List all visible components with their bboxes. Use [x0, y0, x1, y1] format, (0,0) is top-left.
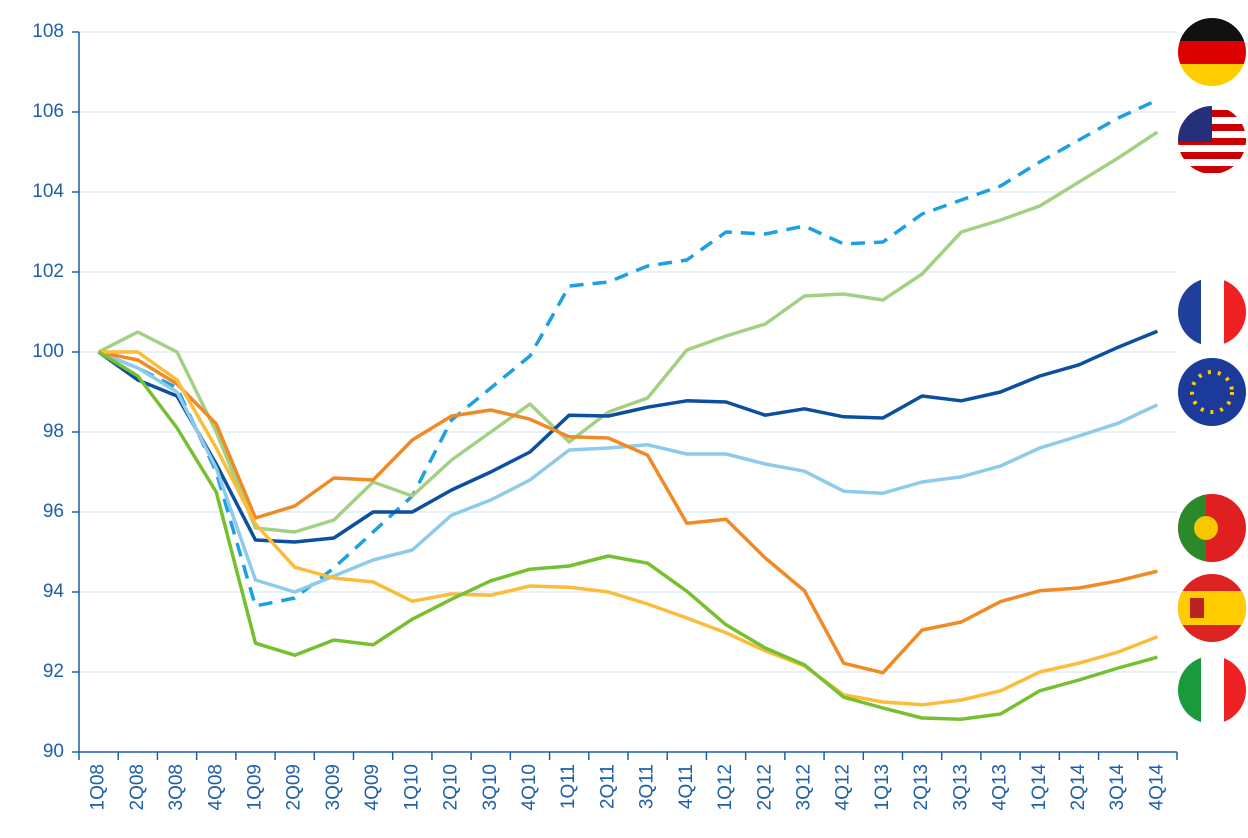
- series-line: [97, 329, 1159, 544]
- series-line: [97, 130, 1159, 534]
- x-tick-label: 4Q08: [205, 764, 226, 810]
- x-tick-label: 1Q12: [715, 764, 736, 810]
- x-tick-label: 3Q11: [637, 764, 658, 809]
- x-tick-label: 2Q14: [1068, 764, 1089, 811]
- x-tick-label: 4Q11: [676, 764, 697, 809]
- x-tick-label: 1Q13: [872, 764, 893, 810]
- series-line: [98, 350, 1159, 707]
- y-tick-label: 96: [43, 501, 64, 522]
- x-tick-label: 3Q09: [323, 764, 344, 810]
- x-tick-label: 1Q11: [558, 764, 579, 809]
- x-tick-label: 3Q10: [480, 764, 501, 810]
- flag: [1178, 358, 1246, 426]
- x-tick-label: 4Q12: [833, 764, 854, 810]
- series-line: [97, 350, 1158, 721]
- y-tick-label: 106: [32, 101, 64, 122]
- y-tick-label: 108: [32, 21, 64, 42]
- series-line: [97, 350, 1159, 594]
- x-tick-label: 1Q10: [401, 764, 422, 810]
- y-tick-label: 102: [32, 261, 64, 282]
- flag: [1178, 106, 1246, 174]
- x-tick-label: 3Q12: [793, 764, 814, 810]
- x-tick-label: 2Q12: [754, 764, 775, 810]
- flags: [1178, 18, 1246, 724]
- x-tick-label: 4Q10: [519, 764, 540, 810]
- y-tick-label: 104: [32, 181, 64, 202]
- x-tick-label: 4Q09: [362, 764, 383, 810]
- x-tick-label: 1Q08: [88, 764, 109, 810]
- flag: [1178, 574, 1246, 642]
- series-line: [97, 98, 1159, 608]
- y-tick-label: 94: [43, 581, 65, 602]
- flag: [1178, 278, 1246, 346]
- flag: [1178, 494, 1246, 562]
- y-tick-label: 98: [43, 421, 64, 442]
- x-tick-label: 3Q14: [1107, 764, 1128, 811]
- x-tick-label: 2Q10: [441, 764, 462, 810]
- x-tick-label: 2Q08: [127, 764, 148, 810]
- flag: [1178, 18, 1246, 86]
- flag: [1178, 656, 1246, 724]
- y-tick-label: 90: [43, 741, 64, 762]
- x-tick-label: 1Q09: [244, 764, 265, 810]
- x-tick-label: 2Q09: [284, 764, 305, 810]
- x-tick-label: 2Q11: [597, 764, 618, 809]
- x-tick-label: 4Q13: [990, 764, 1011, 810]
- x-tick-label: 3Q08: [166, 764, 187, 810]
- series-line: [98, 350, 1158, 675]
- x-tick-label: 2Q13: [911, 764, 932, 810]
- x-tick-label: 4Q14: [1146, 764, 1167, 811]
- x-tick-label: 1Q14: [1029, 764, 1050, 811]
- y-tick-label: 100: [32, 341, 64, 362]
- y-tick-label: 92: [43, 661, 64, 682]
- x-tick-label: 3Q13: [950, 764, 971, 810]
